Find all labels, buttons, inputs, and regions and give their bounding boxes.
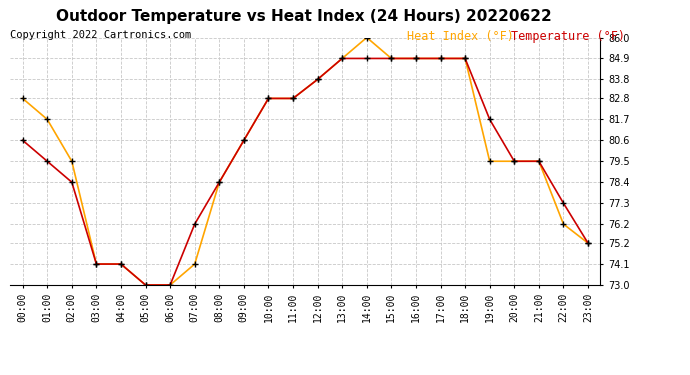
Text: Heat Index (°F): Heat Index (°F) (407, 30, 514, 43)
Text: Outdoor Temperature vs Heat Index (24 Hours) 20220622: Outdoor Temperature vs Heat Index (24 Ho… (56, 9, 551, 24)
Text: Copyright 2022 Cartronics.com: Copyright 2022 Cartronics.com (10, 30, 192, 40)
Text: Temperature (°F): Temperature (°F) (511, 30, 624, 43)
